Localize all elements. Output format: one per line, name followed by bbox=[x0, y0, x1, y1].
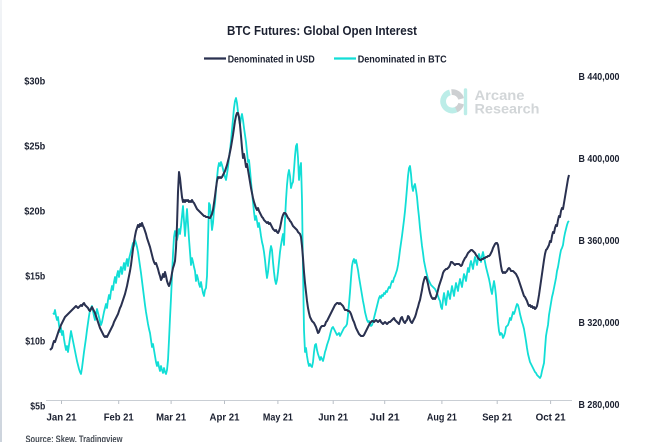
svg-text:Apr 21: Apr 21 bbox=[210, 413, 240, 424]
svg-text:$30b: $30b bbox=[24, 77, 45, 88]
svg-text:Denominated in USD: Denominated in USD bbox=[228, 54, 315, 65]
svg-text:Denominated in BTC: Denominated in BTC bbox=[358, 54, 447, 65]
svg-text:Jan 21: Jan 21 bbox=[47, 413, 77, 424]
svg-text:B 320,000: B 320,000 bbox=[579, 318, 620, 329]
svg-text:Sep 21: Sep 21 bbox=[482, 413, 512, 424]
svg-text:Arcane: Arcane bbox=[475, 87, 525, 103]
svg-text:May 21: May 21 bbox=[263, 413, 293, 424]
svg-text:$15b: $15b bbox=[25, 272, 45, 283]
svg-text:B 360,000: B 360,000 bbox=[579, 236, 620, 247]
svg-text:Oct 21: Oct 21 bbox=[536, 413, 566, 424]
svg-text:$25b: $25b bbox=[24, 142, 45, 153]
svg-text:B 440,000: B 440,000 bbox=[579, 72, 620, 83]
svg-text:Research: Research bbox=[475, 101, 540, 117]
svg-text:B 400,000: B 400,000 bbox=[579, 154, 620, 165]
svg-text:Mar 21: Mar 21 bbox=[156, 413, 186, 424]
svg-text:Feb 21: Feb 21 bbox=[104, 413, 134, 424]
svg-text:Source: Skew, Tradingview: Source: Skew, Tradingview bbox=[26, 435, 123, 442]
svg-text:Jul 21: Jul 21 bbox=[370, 413, 400, 424]
svg-text:$5b: $5b bbox=[30, 402, 45, 413]
svg-text:Aug 21: Aug 21 bbox=[427, 413, 457, 424]
svg-text:BTC Futures: Global Open Inter: BTC Futures: Global Open Interest bbox=[227, 23, 418, 38]
svg-text:Jun 21: Jun 21 bbox=[318, 413, 348, 424]
svg-text:$10b: $10b bbox=[25, 337, 45, 348]
svg-text:$20b: $20b bbox=[24, 207, 45, 218]
svg-text:B 280,000: B 280,000 bbox=[579, 400, 620, 411]
